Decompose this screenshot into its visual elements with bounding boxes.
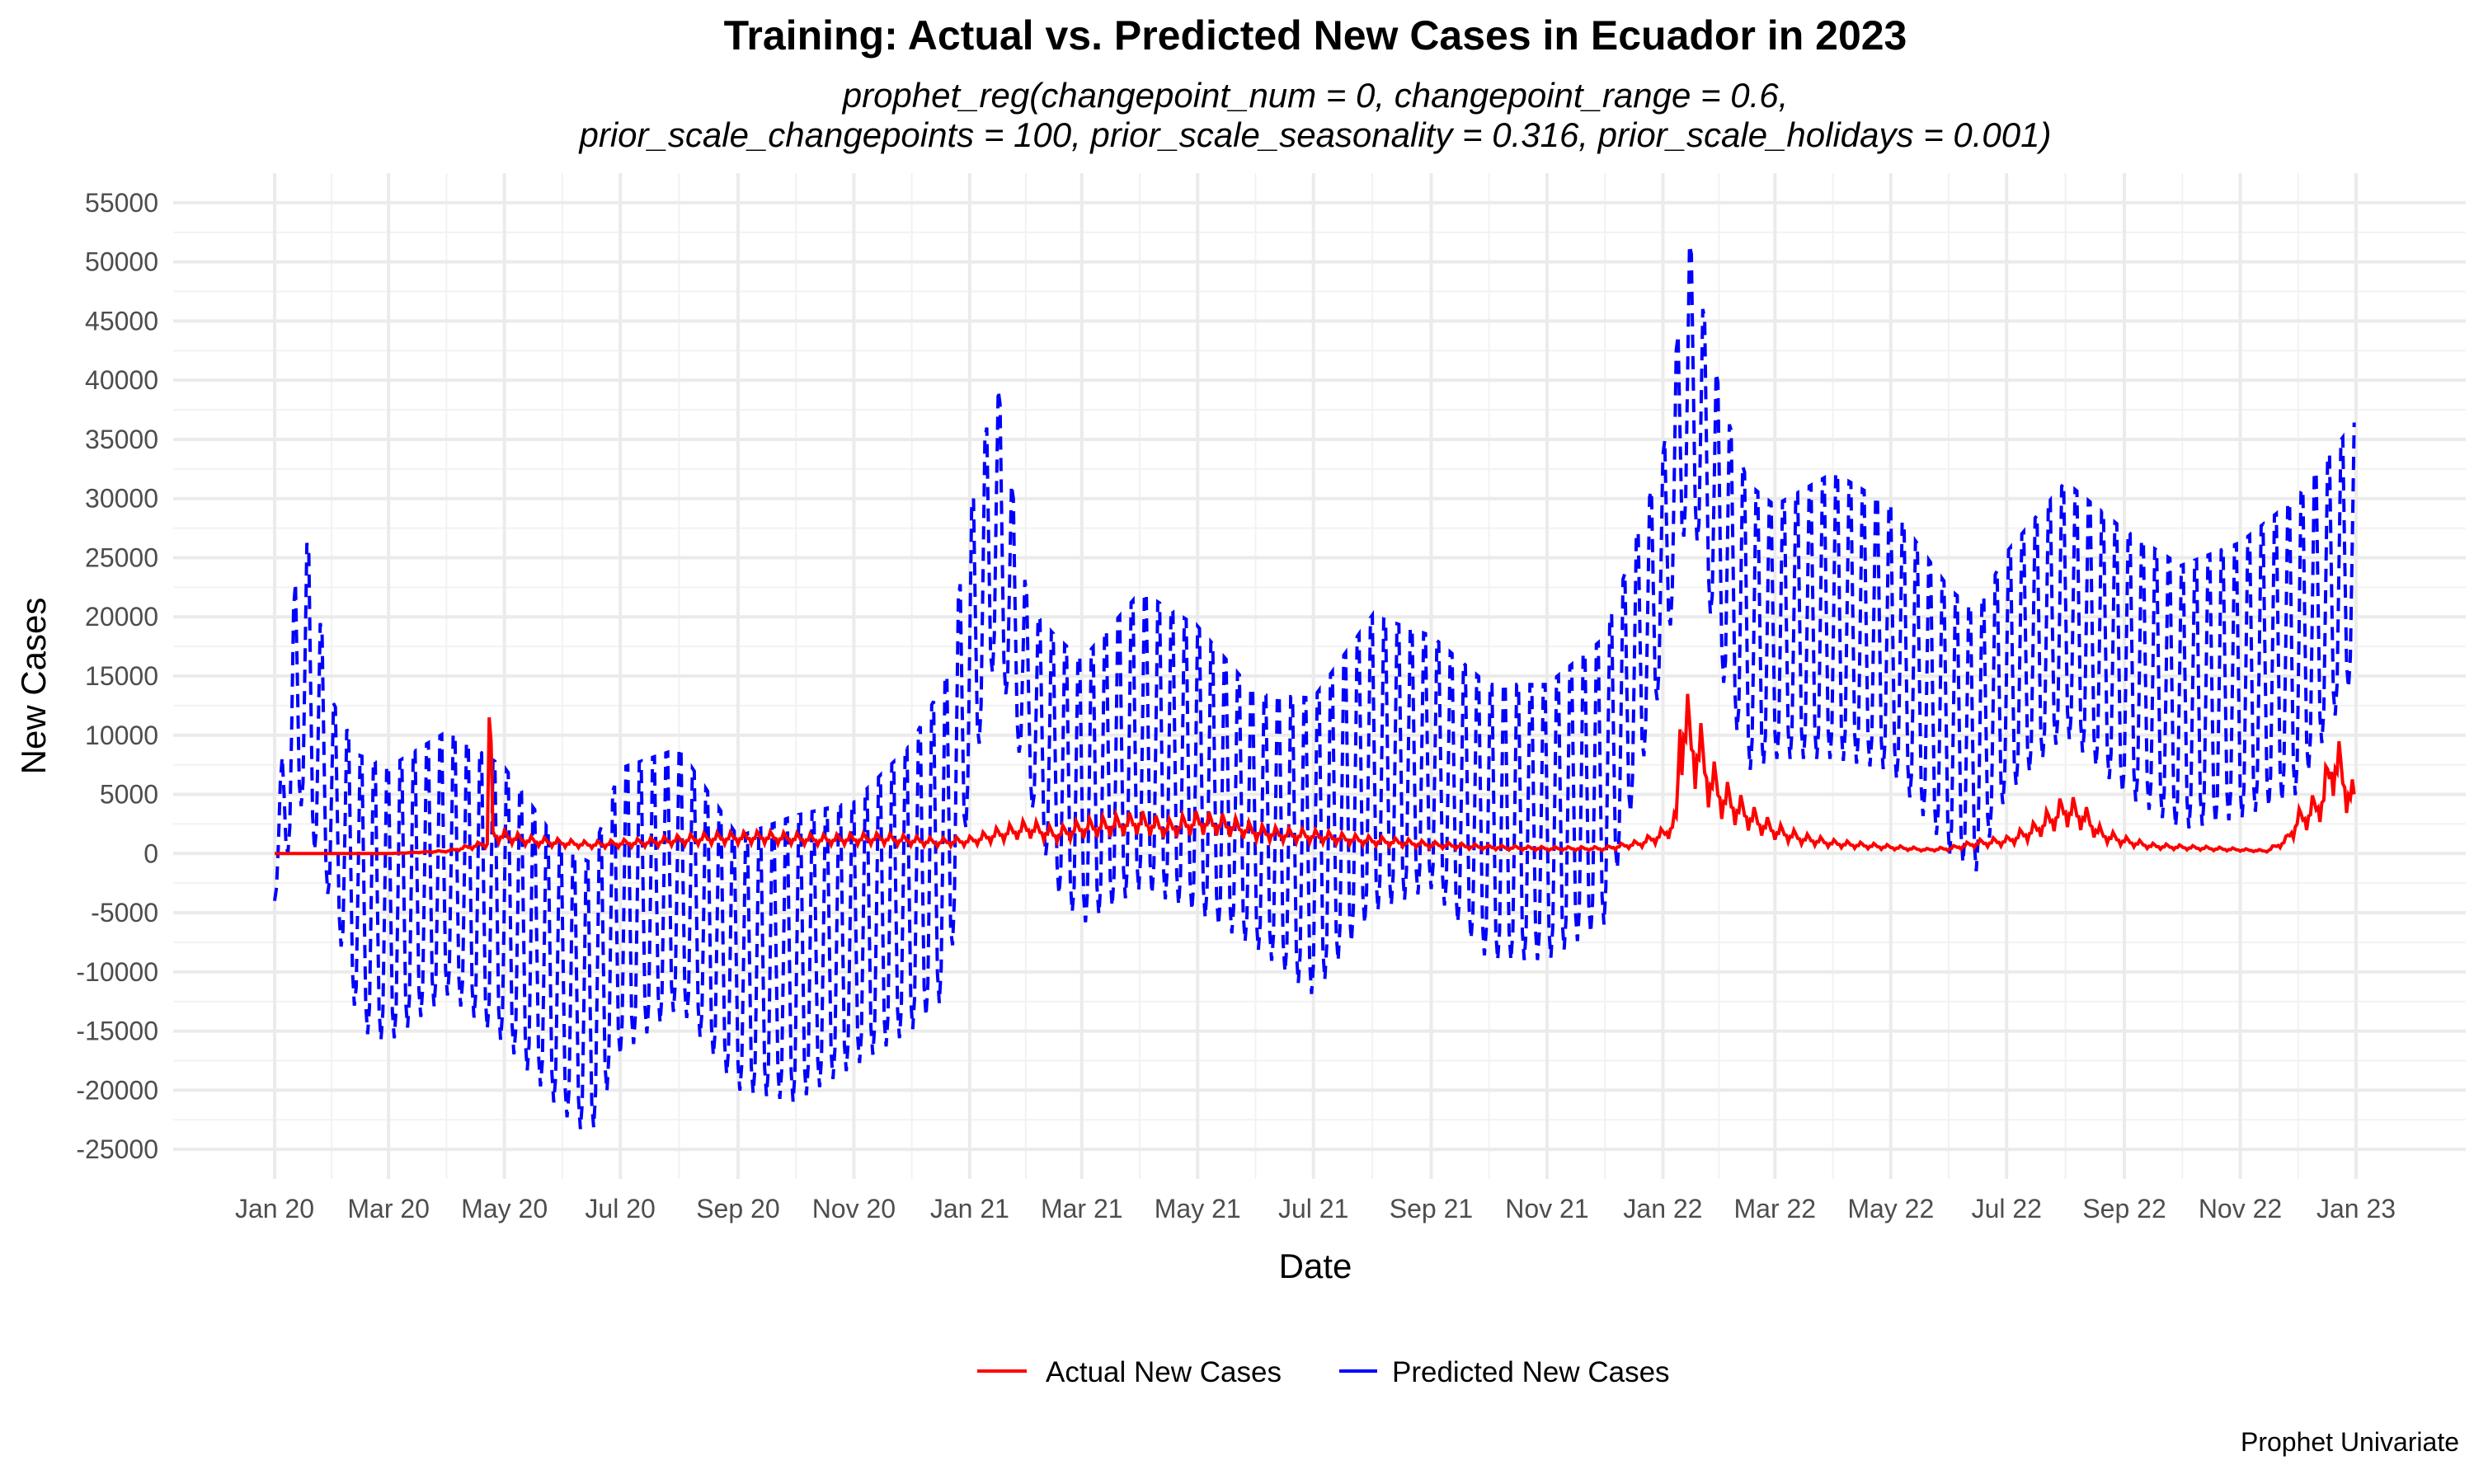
y-tick-label: 25000: [85, 542, 158, 572]
x-tick-label: May 22: [1847, 1194, 1934, 1223]
x-tick-label: Jan 21: [930, 1194, 1009, 1223]
x-tick-label: Nov 20: [812, 1194, 896, 1223]
x-tick-label: Mar 21: [1041, 1194, 1123, 1223]
x-tick-label: Sep 22: [2082, 1194, 2166, 1223]
y-tick-label: 35000: [85, 425, 158, 454]
legend: Actual New Cases Predicted New Cases: [977, 1356, 1670, 1388]
y-tick-label: 55000: [85, 188, 158, 218]
x-axis-title: Date: [1279, 1247, 1352, 1285]
y-tick-label: -10000: [76, 957, 158, 987]
x-tick-label: Jan 20: [235, 1194, 314, 1223]
chart-title: Training: Actual vs. Predicted New Cases…: [724, 12, 1907, 59]
y-tick-label: -25000: [76, 1134, 158, 1164]
chart-subtitle-line1: prophet_reg(changepoint_num = 0, changep…: [841, 76, 1789, 115]
x-tick-label: May 20: [461, 1194, 548, 1223]
legend-label-predicted: Predicted New Cases: [1392, 1356, 1670, 1388]
chart-subtitle-line2: prior_scale_changepoints = 100, prior_sc…: [578, 115, 2052, 154]
y-tick-label: 30000: [85, 484, 158, 514]
x-tick-label: Nov 21: [1505, 1194, 1588, 1223]
legend-label-actual: Actual New Cases: [1046, 1356, 1282, 1388]
y-tick-label: 20000: [85, 602, 158, 632]
x-tick-label: Mar 22: [1734, 1194, 1817, 1223]
y-axis-title: New Cases: [14, 598, 53, 775]
x-tick-label: Nov 22: [2199, 1194, 2282, 1223]
x-tick-label: Jan 22: [1623, 1194, 1702, 1223]
y-tick-label: 0: [143, 838, 158, 868]
y-tick-label: -15000: [76, 1017, 158, 1046]
x-tick-label: Jan 23: [2316, 1194, 2396, 1223]
y-tick-label: -20000: [76, 1075, 158, 1105]
y-tick-label: 45000: [85, 306, 158, 336]
major-gridlines: [173, 173, 2466, 1179]
series-predicted-line: [273, 244, 2356, 1129]
series-layer: [273, 244, 2356, 1129]
y-tick-label: 15000: [85, 661, 158, 691]
y-axis-ticks: -25000 -20000 -15000 -10000 -5000 0 5000 10000 1…: [76, 188, 158, 1164]
chart-caption: Prophet Univariate: [2241, 1427, 2459, 1457]
x-tick-label: Sep 21: [1390, 1194, 1473, 1223]
x-tick-label: Jul 22: [1972, 1194, 2042, 1223]
series-actual-line: [275, 693, 2356, 856]
y-tick-label: 40000: [85, 365, 158, 395]
y-tick-label: 10000: [85, 721, 158, 750]
y-tick-label: 50000: [85, 247, 158, 277]
y-tick-label: 5000: [100, 780, 158, 810]
x-tick-label: Sep 20: [696, 1194, 779, 1223]
x-tick-label: Jul 21: [1278, 1194, 1348, 1223]
x-tick-label: Mar 20: [347, 1194, 430, 1223]
x-tick-label: May 21: [1155, 1194, 1241, 1223]
y-tick-label: -5000: [91, 898, 158, 928]
x-axis-ticks: Jan 20 Mar 20 May 20 Jul 20 Sep 20 Nov 20 Jan …: [235, 1194, 2396, 1223]
x-tick-label: Jul 20: [585, 1194, 655, 1223]
